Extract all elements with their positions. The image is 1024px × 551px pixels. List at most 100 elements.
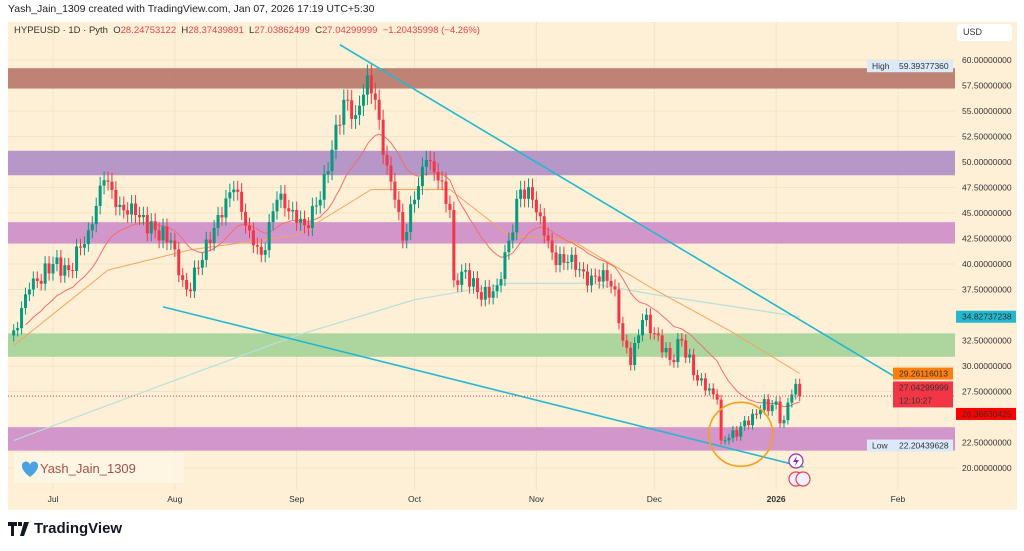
- candle-body: [55, 257, 59, 264]
- candle-body: [130, 203, 134, 215]
- candle-body: [405, 231, 409, 241]
- lightning-glyph: [793, 456, 799, 466]
- candle-body: [393, 181, 397, 200]
- ema-fast-label-box: [956, 407, 1016, 420]
- candle-body: [621, 323, 625, 341]
- candle-body: [570, 254, 574, 262]
- candle-body: [464, 270, 468, 272]
- candle-body: [189, 289, 193, 292]
- candle-body: [436, 171, 440, 181]
- price-tick-label: 50.00000000: [962, 157, 1012, 167]
- candle-body: [605, 270, 609, 281]
- candle-body: [220, 215, 224, 218]
- candle-body: [660, 335, 664, 353]
- candle-body: [35, 278, 39, 281]
- candle-body: [358, 105, 362, 116]
- candle-body: [723, 440, 727, 442]
- candle-body: [16, 328, 20, 331]
- candle-body: [727, 437, 731, 441]
- open-label: O: [113, 25, 121, 36]
- watermark-text: Yash_Jain_1309: [40, 461, 136, 476]
- candle-body: [240, 191, 244, 212]
- candle-body: [578, 269, 582, 271]
- candle-body: [397, 199, 401, 212]
- candle-body: [735, 430, 739, 437]
- candle-body: [593, 275, 597, 277]
- candle-body: [82, 244, 86, 248]
- candle-body: [762, 399, 766, 410]
- candle-body: [114, 189, 118, 208]
- candle-body: [373, 93, 377, 100]
- candle-body: [47, 263, 51, 274]
- candle-body: [432, 161, 436, 172]
- candle-body: [786, 402, 790, 421]
- candle-body: [255, 245, 259, 247]
- ema-slow-line: [13, 189, 800, 374]
- candle-body: [291, 209, 295, 212]
- symbol-label[interactable]: HYPEUSD · 1D · Pyth: [14, 25, 108, 36]
- candle-body: [389, 165, 393, 182]
- candle-body: [342, 99, 346, 125]
- candle-body: [566, 261, 570, 263]
- support-resistance-zone: [8, 68, 955, 89]
- time-tick-label: Sep: [289, 494, 304, 504]
- low-label-box: [893, 439, 953, 452]
- candle-body: [39, 280, 43, 284]
- candle-body: [134, 203, 138, 216]
- candle-body: [338, 124, 342, 126]
- price-tick-label: 22.50000000: [962, 438, 1012, 448]
- candle-body: [196, 267, 200, 269]
- candle-body: [641, 320, 644, 336]
- candle-body: [601, 270, 605, 282]
- candle-body: [582, 269, 586, 272]
- candle-body: [589, 275, 593, 286]
- candle-body: [244, 211, 248, 226]
- support-resistance-zone: [8, 427, 955, 451]
- ma-long-line: [13, 282, 800, 442]
- price-tick-label: 30.00000000: [962, 361, 1012, 371]
- candle-body: [585, 271, 589, 286]
- candle-body: [715, 394, 719, 400]
- candle-body: [377, 99, 381, 120]
- candle-body: [774, 401, 778, 405]
- candle-body: [507, 240, 511, 253]
- low-label-tag-box: [867, 439, 893, 452]
- time-tick-label: Jul: [48, 494, 59, 504]
- price-tick-label: 20.00000000: [962, 463, 1012, 473]
- close-value: 27.04299999: [321, 25, 378, 36]
- candle-body: [259, 246, 263, 255]
- candle-body: [778, 401, 782, 424]
- low-label-tag: Low: [872, 441, 888, 451]
- candle-body: [794, 383, 798, 395]
- candle-body: [770, 404, 774, 412]
- currency-selector[interactable]: USD: [957, 24, 1012, 41]
- candle-body: [676, 339, 680, 363]
- candle-body: [629, 347, 633, 365]
- candle-body: [322, 174, 326, 200]
- candle-body: [751, 413, 755, 426]
- candle-body: [224, 198, 228, 218]
- candle-body: [23, 294, 27, 308]
- candle-body: [483, 287, 487, 300]
- change-value: −1.20435998 (−4.26%): [382, 25, 480, 36]
- candle-body: [413, 199, 417, 205]
- ma-long-label-box: [956, 310, 1016, 323]
- candle-body: [475, 278, 479, 293]
- candle-body: [707, 388, 711, 391]
- candle-body: [440, 180, 444, 182]
- candle-body: [314, 205, 318, 207]
- tradingview-logo: TradingView: [8, 520, 122, 537]
- candle-body: [169, 240, 173, 243]
- candle-body: [43, 263, 47, 284]
- candle-body: [554, 252, 558, 266]
- high-value: 28.37439891: [188, 25, 244, 36]
- candle-body: [523, 189, 527, 199]
- price-tick-label: 27.50000000: [962, 387, 1012, 397]
- support-resistance-zone: [8, 333, 955, 357]
- candle-body: [688, 354, 692, 358]
- watermark-bg: [14, 453, 184, 483]
- candle-body: [790, 394, 794, 403]
- last-price-label-value: 27.04299999: [899, 382, 949, 392]
- time-tick-label: Nov: [529, 494, 545, 504]
